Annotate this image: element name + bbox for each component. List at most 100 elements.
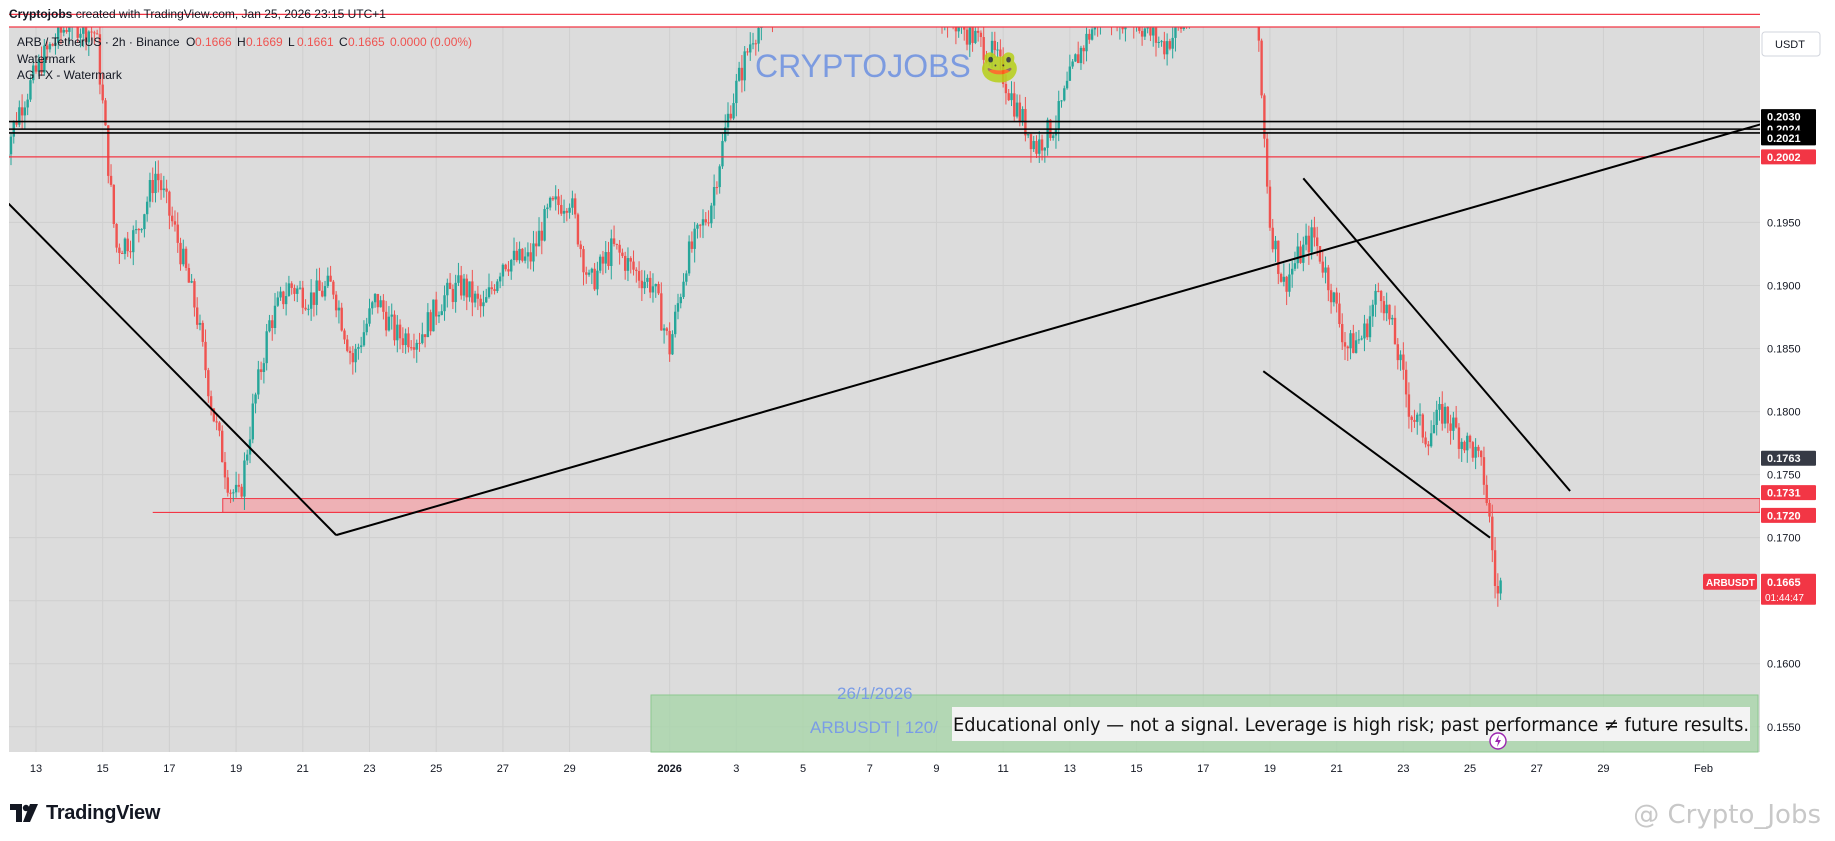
- candle-body: [601, 256, 605, 264]
- candle-body: [93, 32, 96, 34]
- candle-body: [1438, 403, 1441, 410]
- candle-body: [112, 184, 116, 225]
- time-tick-label: 3: [733, 763, 739, 775]
- time-tick-label: 17: [1197, 763, 1209, 775]
- lightning-bolt-icon: [1495, 735, 1501, 747]
- candle-body: [240, 486, 243, 497]
- info-symbol: ARBUSDT | 120/: [810, 718, 938, 737]
- candle-body: [565, 210, 569, 213]
- candle-body: [643, 281, 646, 289]
- time-tick-label: 11: [997, 763, 1008, 775]
- candle-body: [1416, 414, 1419, 422]
- candle-body: [521, 248, 524, 261]
- level-price-label: 0.1763: [1767, 453, 1801, 465]
- candle-body: [1054, 128, 1058, 136]
- last-price-bg: [1761, 573, 1816, 605]
- candle-body: [749, 44, 752, 53]
- candle-body: [791, 0, 793, 9]
- chart-plot-area[interactable]: [9, 27, 1760, 752]
- candle-body: [265, 331, 268, 364]
- candle-body: [1454, 417, 1458, 428]
- candle-body: [1146, 27, 1149, 29]
- candle-body: [743, 51, 746, 81]
- candle-body: [76, 27, 79, 38]
- trendline-wedge-upper: [1302, 177, 1571, 492]
- trendline-wedge-lower: [1262, 370, 1491, 539]
- candle-body: [1479, 450, 1483, 458]
- candle-body: [835, 0, 837, 8]
- candle-body: [221, 430, 224, 463]
- info-date: 26/1/2026: [837, 684, 913, 703]
- candle-body: [473, 293, 477, 303]
- candle-body: [1260, 40, 1263, 96]
- candle-body: [780, 0, 782, 16]
- candle-body: [162, 188, 166, 191]
- candle-body: [98, 34, 102, 85]
- candle-body: [1302, 244, 1305, 263]
- time-tick-label: 21: [297, 763, 309, 775]
- candle-body: [368, 308, 371, 324]
- tradingview-logo[interactable]: TradingView: [10, 800, 160, 826]
- candle-body: [37, 59, 40, 72]
- time-tick-label: 23: [363, 763, 375, 775]
- candle-body: [465, 278, 468, 298]
- candle-body: [1368, 316, 1372, 338]
- candle-body: [1188, 19, 1190, 24]
- price-tick-label: 0.1900: [1767, 280, 1801, 292]
- gridlines: [9, 27, 1760, 752]
- candle-body: [159, 180, 163, 191]
- chart-attribution: Cryptojobs created with TradingView.com,…: [9, 7, 386, 21]
- candle-body: [510, 259, 513, 272]
- candle-body: [493, 289, 496, 292]
- candle-body: [1304, 235, 1308, 245]
- candle-body: [229, 492, 232, 494]
- candle-body: [507, 269, 510, 272]
- candle-body: [384, 311, 388, 331]
- candle-body: [777, 0, 779, 2]
- candle-body: [954, 27, 958, 32]
- candle-body: [674, 311, 677, 335]
- legend-ohlc-value: 0.1661: [297, 35, 334, 49]
- candle-body: [1051, 135, 1055, 139]
- candle-body: [1102, 8, 1104, 12]
- candle-body: [824, 0, 826, 1]
- candle-body: [1149, 27, 1152, 36]
- candle-body: [766, 13, 768, 18]
- chart-watermark: CRYPTOJOBS 🐸: [755, 48, 1020, 84]
- candle-body: [1271, 227, 1274, 250]
- candle-body: [910, 7, 912, 8]
- candle-body: [1208, 0, 1210, 3]
- candle-body: [287, 283, 291, 297]
- axes: 0.15500.16000.16500.17000.17500.18000.18…: [9, 26, 1821, 775]
- candle-body: [87, 31, 91, 43]
- candle-body: [120, 253, 124, 255]
- candle-body: [515, 250, 518, 261]
- time-tick-label: 5: [800, 763, 806, 775]
- candle-body: [401, 338, 405, 346]
- candle-body: [1110, 21, 1112, 24]
- candle-body: [234, 484, 238, 493]
- legend-ohlc-value: 0.1665: [348, 35, 385, 49]
- candle-body: [246, 454, 249, 461]
- candle-body: [165, 188, 168, 192]
- price-tick-label: 0.1750: [1767, 470, 1801, 482]
- legend-symbol: ARB / TetherUS · 2h · Binance: [17, 35, 180, 49]
- candle-body: [646, 277, 649, 282]
- candle-body: [1307, 235, 1311, 253]
- candle-body: [109, 175, 113, 185]
- candle-body: [396, 324, 399, 341]
- candle-body: [1427, 444, 1430, 447]
- time-tick-label: 29: [563, 763, 575, 775]
- candle-body: [79, 33, 82, 38]
- candle-body: [757, 27, 760, 44]
- candle-body: [707, 222, 710, 224]
- time-tick-label: 27: [1531, 763, 1543, 775]
- price-tick-label: 0.1700: [1767, 533, 1801, 545]
- candle-body: [187, 267, 191, 283]
- candle-body: [841, 0, 843, 4]
- last-price-symbol-bg: [1703, 573, 1757, 590]
- candle-body: [487, 287, 491, 298]
- candle-body: [548, 197, 552, 208]
- candle-body: [682, 281, 685, 298]
